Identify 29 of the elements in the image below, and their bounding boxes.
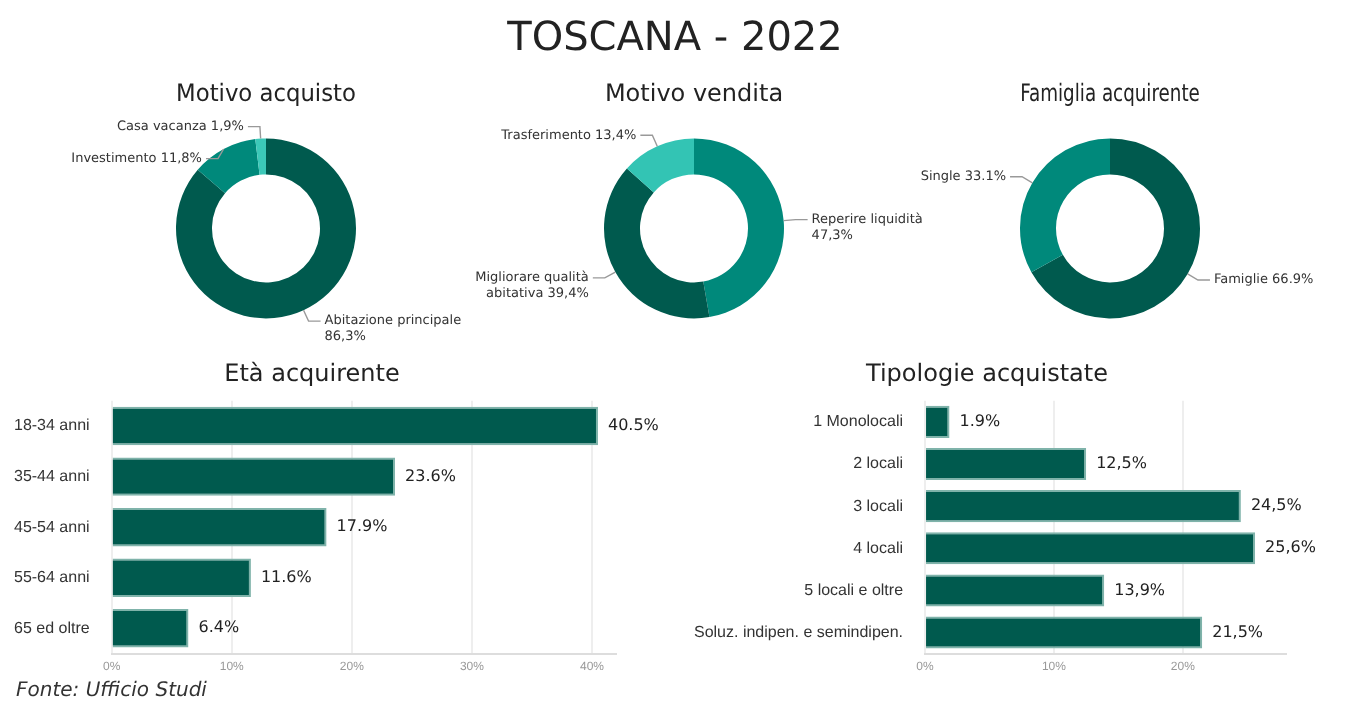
y-tick-label: 18-34 anni — [13, 416, 91, 435]
y-tick-label: 2 locali — [853, 454, 904, 473]
y-tick-label: 35-44 anni — [13, 467, 91, 486]
data-label: 11.6% — [260, 567, 313, 586]
data-label: 23.6% — [405, 466, 457, 485]
data-label: 25,6% — [1265, 538, 1317, 557]
chart-title: Famiglia acquirente — [1020, 78, 1200, 108]
y-tick-label: 3 locali — [853, 496, 904, 515]
data-label: 6.4% — [198, 618, 240, 637]
y-tick-label: 65 ed oltre — [13, 618, 91, 637]
chart-title: Motivo acquisto — [176, 78, 356, 107]
data-label: 1.9% — [959, 412, 1001, 431]
data-label: 40.5% — [607, 416, 660, 435]
y-tick-label: 55-64 anni — [13, 568, 91, 587]
data-label: 13,9% — [1114, 580, 1166, 599]
data-label: 24,5% — [1250, 496, 1303, 515]
chart-title: Tipologie acquistate — [864, 358, 1108, 387]
data-label: 12,5% — [1096, 454, 1148, 473]
y-tick-label: 45-54 anni — [13, 517, 91, 536]
source-note: Fonte: Ufficio Studi — [16, 680, 207, 702]
y-tick-label: 1 Monolocali — [813, 412, 904, 431]
chart-title: Età acquirente — [224, 358, 400, 387]
y-tick-label: 5 locali e oltre — [804, 580, 905, 599]
y-tick-label: 4 locali — [853, 538, 904, 557]
data-label: 21,5% — [1212, 622, 1264, 641]
chart-title: Motivo vendita — [604, 78, 784, 107]
y-tick-label: Soluz. indipen. e semindipen. — [693, 622, 904, 641]
data-label: 17.9% — [336, 517, 389, 536]
text: TOSCANA - 2022 — [505, 12, 845, 60]
